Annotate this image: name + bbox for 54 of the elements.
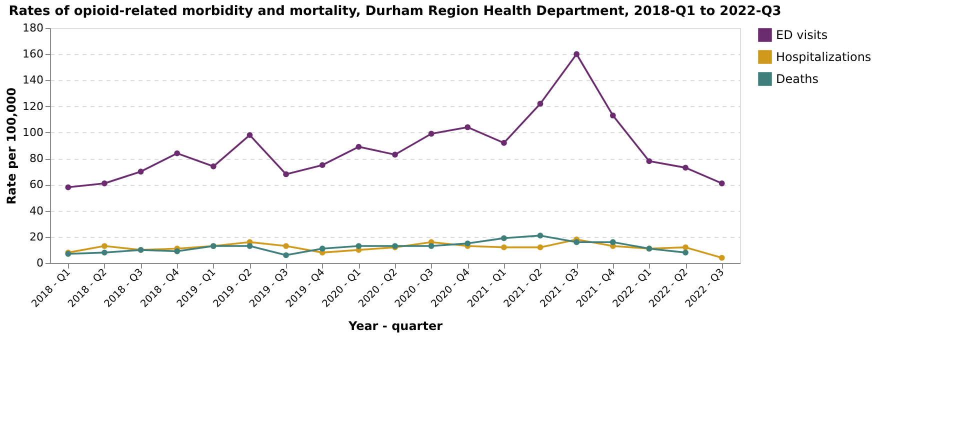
- point: [610, 112, 616, 118]
- y-tick-label: 40: [30, 204, 44, 218]
- point: [356, 243, 362, 249]
- point: [246, 243, 253, 249]
- point: [464, 124, 471, 130]
- y-tick-label: 60: [30, 178, 44, 192]
- point: [319, 246, 326, 252]
- point: [102, 250, 108, 256]
- point: [537, 100, 544, 107]
- point: [392, 152, 398, 158]
- point: [500, 140, 507, 146]
- y-tick-label: 180: [22, 22, 44, 34]
- point: [464, 240, 471, 246]
- point: [610, 239, 616, 246]
- point: [102, 243, 108, 249]
- point: [574, 239, 580, 246]
- y-tick-label: 0: [36, 256, 44, 270]
- point: [210, 163, 216, 170]
- point: [718, 254, 725, 261]
- chart-title: Rates of opioid-related morbidity and mortality, Durham Region Health Department, 2018-Q1 to 2022-Q3: [8, 4, 782, 19]
- point: [138, 168, 144, 175]
- point: [500, 235, 507, 242]
- point: [682, 244, 688, 250]
- point: [319, 162, 326, 168]
- point: [174, 150, 180, 156]
- y-tick-label: 140: [22, 74, 44, 87]
- point: [500, 244, 507, 250]
- point: [283, 252, 290, 258]
- point: [428, 130, 434, 137]
- y-axis-title: Rate per 100,000: [4, 88, 19, 204]
- point: [682, 164, 688, 171]
- point: [537, 232, 544, 239]
- point: [428, 243, 434, 249]
- point: [283, 243, 290, 249]
- point: [283, 171, 290, 178]
- legend-label: Hospitalizations: [776, 50, 872, 64]
- point: [574, 51, 580, 58]
- y-tick-label: 20: [30, 230, 44, 244]
- point: [646, 158, 652, 164]
- point: [682, 250, 688, 256]
- y-tick-label: 80: [30, 152, 44, 166]
- point: [65, 184, 72, 190]
- x-axis-title: Year - quarter: [347, 319, 443, 334]
- point: [718, 180, 725, 186]
- point: [246, 132, 253, 138]
- point: [356, 144, 362, 150]
- point: [102, 180, 108, 186]
- y-tick-label: 120: [22, 100, 44, 113]
- legend-label: Deaths: [776, 72, 819, 86]
- legend-label: ED visits: [776, 28, 828, 42]
- point: [537, 244, 544, 250]
- y-tick-label: 160: [22, 48, 44, 61]
- y-tick-label: 100: [22, 126, 44, 139]
- point: [174, 248, 180, 254]
